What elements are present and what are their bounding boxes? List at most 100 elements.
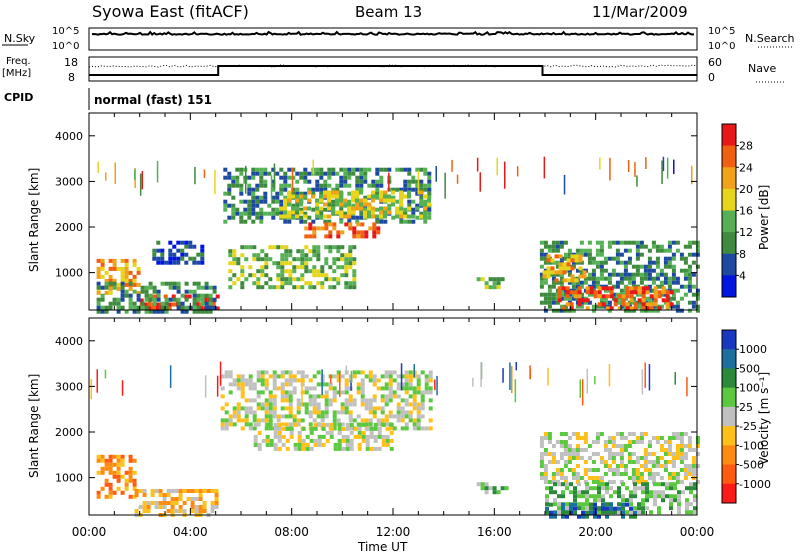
heatmap-cell xyxy=(578,266,583,271)
heatmap-cell xyxy=(162,501,167,505)
heatmap-cell xyxy=(96,285,101,290)
heatmap-streak xyxy=(686,377,688,397)
heatmap-cell xyxy=(641,306,646,311)
heatmap-cell xyxy=(603,448,608,452)
heatmap-cell xyxy=(325,422,330,427)
heatmap-cell xyxy=(565,290,570,295)
heatmap-cell xyxy=(279,206,283,211)
heatmap-cell xyxy=(651,476,656,480)
heatmap-cell xyxy=(104,285,109,290)
heatmap-cell xyxy=(427,191,432,196)
heatmap-cell xyxy=(184,305,189,310)
heatmap-cell xyxy=(595,260,600,265)
heatmap-streak xyxy=(509,362,511,390)
heatmap-cell xyxy=(311,194,315,199)
heatmap-cell xyxy=(627,432,632,436)
heatmap-cell xyxy=(138,489,143,493)
heatmap-cell xyxy=(625,302,630,307)
heatmap-cell xyxy=(695,264,700,269)
heatmap-cell xyxy=(645,486,649,491)
heatmap-cell xyxy=(415,187,420,192)
heatmap-cell xyxy=(597,302,602,307)
heatmap-cell xyxy=(419,190,423,195)
heatmap-cell xyxy=(166,489,171,493)
heatmap-cell xyxy=(375,171,380,176)
heatmap-cell xyxy=(643,460,648,464)
heatmap-cell xyxy=(685,486,689,491)
heatmap-cell xyxy=(363,171,368,176)
heatmap-cell xyxy=(336,249,341,254)
heatmap-cell xyxy=(565,510,569,515)
heatmap-cell xyxy=(641,502,645,507)
heatmap-cell xyxy=(178,489,183,493)
heatmap-cell xyxy=(363,207,368,212)
heatmap-streak xyxy=(504,161,506,189)
heatmap-cell xyxy=(120,297,125,302)
heatmap-cell xyxy=(261,438,266,443)
heatmap-cell xyxy=(687,244,692,249)
heatmap-cell xyxy=(260,378,265,383)
heatmap-cell xyxy=(597,290,602,295)
heatmap-cell xyxy=(316,402,321,407)
heatmap-cell xyxy=(383,167,388,172)
heatmap-cell xyxy=(327,167,332,172)
heatmap-cell xyxy=(571,260,576,265)
heatmap-cell xyxy=(551,276,556,281)
heatmap-cell xyxy=(224,426,229,431)
heatmap-cell xyxy=(591,284,596,289)
heatmap-cell xyxy=(231,211,236,216)
heatmap-cell xyxy=(152,285,157,290)
heatmap-cell xyxy=(589,286,594,291)
heatmap-cell xyxy=(284,257,289,262)
heatmap-cell xyxy=(609,494,613,499)
heatmap-cell xyxy=(364,418,369,423)
heatmap-cell xyxy=(595,248,600,253)
heatmap-cell xyxy=(289,434,294,439)
heatmap-cell xyxy=(667,276,672,281)
heatmap-cell xyxy=(281,442,286,447)
heatmap-cell xyxy=(315,183,320,188)
heatmap-cell xyxy=(400,398,405,403)
heatmap-cell xyxy=(565,486,569,491)
heatmap-cell xyxy=(399,210,403,215)
heatmap-cell xyxy=(283,214,287,219)
heatmap-cell xyxy=(292,277,297,282)
heatmap-cell xyxy=(324,402,329,407)
heatmap-cell xyxy=(198,505,203,509)
heatmap-cell xyxy=(591,452,596,456)
heatmap-cell xyxy=(364,422,369,427)
heatmap-cell xyxy=(695,304,700,309)
heatmap-cell xyxy=(679,468,684,472)
heatmap-cell xyxy=(300,265,305,270)
heatmap-cell xyxy=(689,482,693,487)
heatmap-cell xyxy=(328,222,333,227)
heatmap-cell xyxy=(364,402,369,407)
freq-left-tick-bottom: 8 xyxy=(68,71,75,84)
heatmap-cell xyxy=(407,214,411,219)
heatmap-cell xyxy=(321,434,326,439)
heatmap-cell xyxy=(615,280,620,285)
heatmap-cell xyxy=(284,422,289,427)
heatmap-cell xyxy=(263,179,268,184)
heatmap-cell xyxy=(655,456,660,460)
heatmap-cell xyxy=(240,374,245,379)
heatmap-cell xyxy=(192,309,197,314)
heatmap-cell xyxy=(389,438,394,443)
heatmap-cell xyxy=(651,308,656,313)
heatmap-cell xyxy=(369,446,374,451)
heatmap-cell xyxy=(651,304,656,309)
heatmap-cell xyxy=(178,505,183,509)
heatmap-cell xyxy=(269,438,274,443)
heatmap-cell xyxy=(158,493,163,497)
heatmap-cell xyxy=(351,190,355,195)
heatmap-cell xyxy=(424,382,429,387)
heatmap-cell xyxy=(367,214,371,219)
heatmap-cell xyxy=(419,187,424,192)
heatmap-cell xyxy=(288,402,293,407)
heatmap-cell xyxy=(619,432,624,436)
heatmap-cell xyxy=(183,294,188,299)
heatmap-cell xyxy=(335,194,339,199)
heatmap-cell xyxy=(404,398,409,403)
heatmap-cell xyxy=(643,276,648,281)
heatmap-cell xyxy=(691,460,696,464)
